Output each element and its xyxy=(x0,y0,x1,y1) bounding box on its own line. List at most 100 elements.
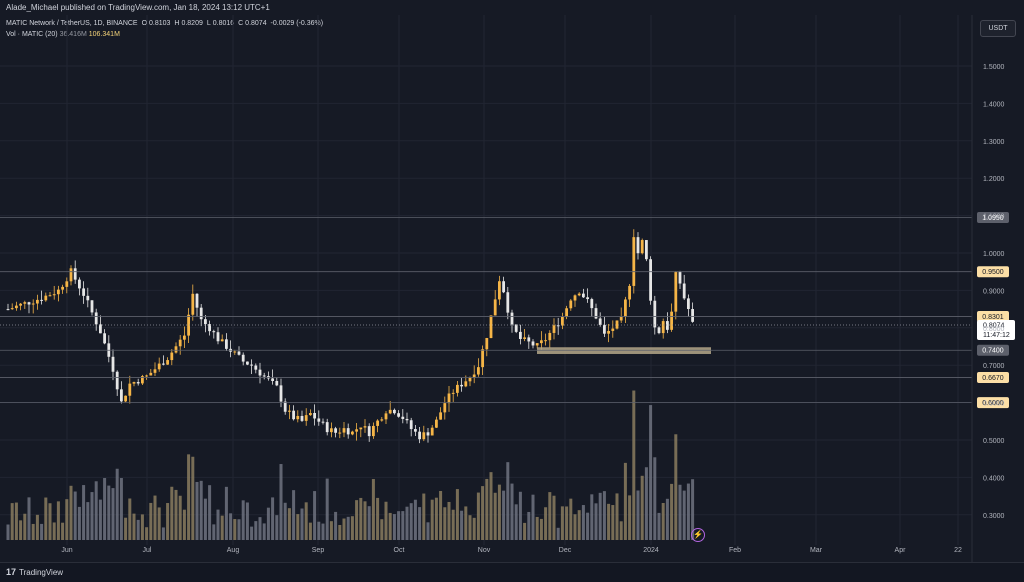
open-label: O xyxy=(141,20,148,27)
volume-bar xyxy=(678,484,682,540)
volume-bar xyxy=(371,479,375,540)
volume-bar xyxy=(296,514,300,540)
candle-body xyxy=(31,303,35,305)
volume-bar xyxy=(132,513,136,540)
volume-bar xyxy=(153,495,157,540)
volume-bar xyxy=(523,522,527,540)
volume-bar xyxy=(98,499,102,540)
level-label: 0.7400 xyxy=(982,348,1004,355)
high-label: H xyxy=(174,20,180,27)
volume-bar xyxy=(216,509,220,540)
candle-body xyxy=(124,395,127,402)
candle-body xyxy=(136,382,140,384)
volume-bar xyxy=(191,456,195,540)
volume-bar xyxy=(119,478,123,540)
volume-ma-value: 106.341M xyxy=(88,31,120,38)
candle-body xyxy=(246,361,249,365)
volume-bar xyxy=(27,497,31,540)
volume-bar xyxy=(397,511,401,540)
price-tick-label: 1.2000 xyxy=(983,176,1005,183)
volume-bar xyxy=(653,457,657,540)
volume-bar xyxy=(35,514,39,540)
candle-body xyxy=(640,240,644,254)
volume-bar xyxy=(23,513,27,540)
volume-bar xyxy=(140,514,144,540)
candle-body xyxy=(94,312,98,325)
volume-bar xyxy=(157,507,161,540)
tradingview-logo[interactable]: 17 TradingView xyxy=(6,567,63,577)
volume-bar xyxy=(644,467,648,540)
volume-bar xyxy=(565,506,569,540)
volume-bar xyxy=(594,503,598,540)
volume-bar xyxy=(413,499,417,540)
volume-bar xyxy=(14,502,18,540)
volume-bar xyxy=(203,498,207,540)
candle-body xyxy=(204,319,207,325)
volume-bar xyxy=(48,503,52,540)
change-value: -0.0029 (-0.36%) xyxy=(270,20,324,27)
footer: 17 TradingView xyxy=(0,562,1024,582)
volume-bar xyxy=(124,517,128,540)
time-tick-label: Apr xyxy=(895,547,907,554)
candle-body xyxy=(313,412,316,419)
volume-bar xyxy=(266,507,270,540)
candle-body xyxy=(510,312,514,325)
volume-bar xyxy=(250,526,254,540)
volume-bar xyxy=(321,523,325,540)
volume-bar xyxy=(208,485,212,540)
candle-body xyxy=(556,325,560,327)
candle-body xyxy=(10,308,14,310)
volume-bar xyxy=(670,483,674,540)
volume-bar xyxy=(493,492,497,540)
candle-body xyxy=(128,383,132,396)
candle-body xyxy=(544,340,547,342)
currency-button[interactable]: USDT xyxy=(980,20,1016,37)
candle-body xyxy=(82,288,85,296)
volume-bar xyxy=(447,501,451,540)
candle-body xyxy=(573,295,577,301)
level-label-box xyxy=(977,311,1009,323)
volume-bar xyxy=(69,485,73,540)
volume-bar xyxy=(376,497,380,540)
volume-bar xyxy=(317,521,321,540)
volume-bar xyxy=(271,497,275,540)
volume-bar xyxy=(6,524,10,540)
volume-bar xyxy=(195,481,199,540)
volume-bar xyxy=(590,494,594,540)
candle-body xyxy=(418,431,421,440)
candle-body xyxy=(6,309,10,311)
candle-body xyxy=(687,298,690,310)
volume-bar xyxy=(527,511,531,540)
volume-bar xyxy=(657,512,661,540)
candle-body xyxy=(73,268,77,280)
lightning-icon[interactable]: ⚡ xyxy=(691,528,705,542)
volume-bar xyxy=(31,523,35,540)
volume-bar xyxy=(224,486,228,540)
candle-body xyxy=(275,381,279,386)
price-tick-label: 1.0000 xyxy=(983,251,1005,258)
candle-body xyxy=(338,432,342,434)
volume-bar xyxy=(460,510,464,540)
candle-body xyxy=(103,333,106,344)
price-chart[interactable]: 1.0950 0.9500 0.8301 0.7400 0.6670 0.6000 0.80… xyxy=(0,0,1024,562)
candle-body xyxy=(153,369,157,373)
volume-bar xyxy=(611,505,615,540)
volume-bar xyxy=(262,523,266,540)
current-price-box xyxy=(977,320,1015,341)
time-tick-label: Sep xyxy=(312,547,325,554)
candle-body xyxy=(208,324,211,332)
brand-name: TradingView xyxy=(19,567,64,577)
volume-bar xyxy=(86,502,90,540)
candle-body xyxy=(506,292,510,313)
candle-body xyxy=(569,300,573,309)
candle-body xyxy=(149,372,153,376)
candle-body xyxy=(636,237,640,254)
candle-body xyxy=(36,299,39,304)
candle-body xyxy=(162,363,165,365)
candle-body xyxy=(325,422,329,433)
candle-body xyxy=(401,416,405,419)
volume-bar xyxy=(241,500,245,540)
level-label-box xyxy=(977,397,1009,409)
volume-bar xyxy=(304,502,308,540)
candle-body xyxy=(65,281,69,287)
